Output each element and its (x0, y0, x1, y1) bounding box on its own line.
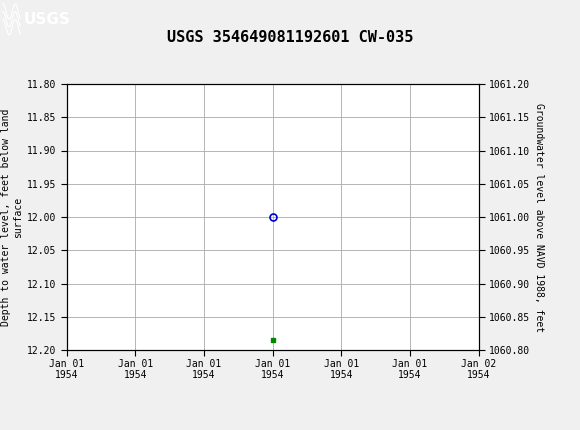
Text: USGS: USGS (23, 12, 70, 27)
Y-axis label: Depth to water level, feet below land
surface: Depth to water level, feet below land su… (1, 108, 23, 326)
Text: USGS 354649081192601 CW-035: USGS 354649081192601 CW-035 (167, 30, 413, 45)
Y-axis label: Groundwater level above NAVD 1988, feet: Groundwater level above NAVD 1988, feet (534, 103, 544, 332)
